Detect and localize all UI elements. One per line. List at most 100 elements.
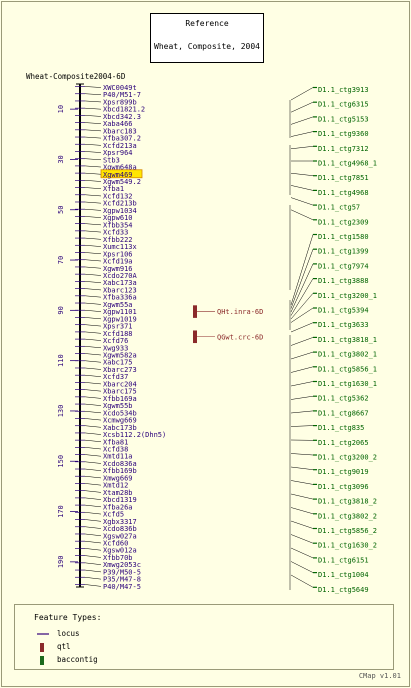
qtl-bar[interactable]: [193, 330, 197, 344]
marker-label[interactable]: Xfbb70b: [103, 554, 133, 562]
contig-label[interactable]: D1.1_ctg1399: [318, 248, 369, 256]
marker-label[interactable]: Xfba336a: [103, 294, 137, 302]
marker-label[interactable]: Xcfd5: [103, 511, 124, 519]
marker-label[interactable]: Xwg933: [103, 344, 128, 352]
marker-label[interactable]: Xfba26a: [103, 503, 133, 511]
qtl-label[interactable]: QHt.inra-6D: [217, 308, 263, 316]
marker-label[interactable]: Xgsw012a: [103, 547, 137, 555]
marker-label[interactable]: Xgpw1034: [103, 207, 137, 215]
marker-label[interactable]: Xumc113x: [103, 243, 137, 251]
reference-box[interactable]: Reference Wheat, Composite, 2004: [150, 13, 264, 63]
contig-label[interactable]: D1.1_ctg5856_2: [318, 527, 377, 535]
marker-label[interactable]: Xbarc273: [103, 366, 137, 374]
contig-label[interactable]: D1.1_ctg3200_2: [318, 454, 377, 462]
marker-label[interactable]: Xgwm582a: [103, 352, 137, 360]
contig-label[interactable]: D1.1_ctg7851: [318, 174, 369, 182]
reference-map-set[interactable]: Wheat, Composite, 2004: [154, 42, 260, 51]
marker-label[interactable]: Xmtd12: [103, 482, 128, 490]
marker-label[interactable]: Xgwm469: [103, 171, 133, 179]
marker-label[interactable]: Xpsr964: [103, 149, 133, 157]
contig-label[interactable]: D1.1_ctg3802_1: [318, 351, 377, 359]
marker-label[interactable]: Xcdo836b: [103, 525, 137, 533]
contig-label[interactable]: D1.1_ctg3818_2: [318, 498, 377, 506]
contig-label[interactable]: D1.1_ctg3818_1: [318, 336, 377, 344]
marker-label[interactable]: Xcsb112.2(Dhn5): [103, 431, 166, 439]
contig-label[interactable]: D1.1_ctg3913: [318, 86, 369, 94]
contig-label[interactable]: D1.1_ctg7312: [318, 145, 369, 153]
marker-label[interactable]: Xgwm916: [103, 265, 133, 273]
marker-label[interactable]: Xfbb354: [103, 221, 133, 229]
marker-label[interactable]: Xgwm55b: [103, 402, 133, 410]
marker-label[interactable]: Xgpw1019: [103, 315, 137, 323]
marker-label[interactable]: Stb3: [103, 156, 120, 164]
marker-label[interactable]: Xgsw027a: [103, 532, 137, 540]
contig-label[interactable]: D1.1_ctg3633: [318, 321, 369, 329]
contig-label[interactable]: D1.1_ctg3802_2: [318, 512, 377, 520]
marker-label[interactable]: Xbarc175: [103, 388, 137, 396]
marker-label[interactable]: Xcdo270A: [103, 272, 138, 280]
contig-label[interactable]: D1.1_ctg5394: [318, 307, 369, 315]
marker-label[interactable]: Xabc175: [103, 359, 133, 367]
contig-label[interactable]: D1.1_ctg1580: [318, 233, 369, 241]
contig-label[interactable]: D1.1_ctg5649: [318, 586, 369, 594]
marker-label[interactable]: Xcmwg669: [103, 417, 137, 425]
marker-label[interactable]: Xfba81: [103, 438, 128, 446]
marker-label[interactable]: Xcfd38: [103, 446, 128, 454]
marker-label[interactable]: Xcfd33: [103, 229, 128, 237]
contig-label[interactable]: D1.1_ctg57: [318, 204, 360, 212]
map-title[interactable]: Wheat-Composite2004-6D: [26, 72, 126, 81]
marker-label[interactable]: Xcfd76: [103, 337, 128, 345]
marker-label[interactable]: Xcfd132: [103, 192, 133, 200]
marker-label[interactable]: Xbcd342.3: [103, 113, 141, 121]
marker-label[interactable]: Xcdo534b: [103, 409, 137, 417]
marker-label[interactable]: Xcfd213a: [103, 142, 137, 150]
marker-label[interactable]: Xtam28b: [103, 489, 133, 497]
marker-label[interactable]: Xabc173b: [103, 424, 137, 432]
marker-label[interactable]: P35/M47-8: [103, 576, 141, 584]
marker-label[interactable]: Xgpw1101: [103, 308, 137, 316]
marker-label[interactable]: Xfba307.2: [103, 135, 141, 143]
marker-label[interactable]: Xfbb222: [103, 236, 133, 244]
marker-label[interactable]: Xgwm549.2: [103, 178, 141, 186]
marker-label[interactable]: Xpsr899b: [103, 98, 137, 106]
marker-label[interactable]: Xfbb169a: [103, 395, 137, 403]
qtl-label[interactable]: QGwt.crc-6D: [217, 333, 263, 341]
marker-label[interactable]: Xcfd188: [103, 330, 133, 338]
contig-label[interactable]: D1.1_ctg1004: [318, 571, 369, 579]
marker-label[interactable]: Xcdo836a: [103, 460, 137, 468]
marker-label[interactable]: Xmwg669: [103, 474, 133, 482]
contig-label[interactable]: D1.1_ctg1630_1: [318, 380, 377, 388]
contig-label[interactable]: D1.1_ctg3888: [318, 277, 369, 285]
contig-label[interactable]: D1.1_ctg3096: [318, 483, 369, 491]
marker-label[interactable]: Xmtd11a: [103, 453, 133, 461]
marker-label[interactable]: P39/M50-5: [103, 568, 141, 576]
marker-label[interactable]: Xgwm55a: [103, 301, 133, 309]
marker-label[interactable]: Xcfd37: [103, 373, 128, 381]
marker-label[interactable]: Xabc173a: [103, 279, 137, 287]
marker-label[interactable]: Xgbx3317: [103, 518, 137, 526]
marker-label[interactable]: Xpsr371: [103, 323, 133, 331]
marker-label[interactable]: Xpsr106: [103, 250, 133, 258]
marker-label[interactable]: Xbarc183: [103, 127, 137, 135]
contig-label[interactable]: D1.1_ctg835: [318, 424, 364, 432]
contig-label[interactable]: D1.1_ctg4968_1: [318, 160, 377, 168]
marker-label[interactable]: Xbcd1319: [103, 496, 137, 504]
contig-label[interactable]: D1.1_ctg6315: [318, 101, 369, 109]
contig-label[interactable]: D1.1_ctg9019: [318, 468, 369, 476]
marker-label[interactable]: Xbarc204: [103, 380, 137, 388]
marker-label[interactable]: Xbarc123: [103, 286, 137, 294]
contig-label[interactable]: D1.1_ctg5153: [318, 115, 369, 123]
marker-label[interactable]: Xcfd19a: [103, 258, 133, 266]
marker-label[interactable]: Xcfd213b: [103, 200, 137, 208]
contig-label[interactable]: D1.1_ctg2065: [318, 439, 369, 447]
contig-label[interactable]: D1.1_ctg5362: [318, 395, 369, 403]
contig-label[interactable]: D1.1_ctg6151: [318, 556, 369, 564]
marker-label[interactable]: P40/M51-7: [103, 91, 141, 99]
marker-label[interactable]: Xgwm648a: [103, 164, 137, 172]
contig-label[interactable]: D1.1_ctg7974: [318, 262, 369, 270]
marker-label[interactable]: Xfbb169b: [103, 467, 137, 475]
contig-label[interactable]: D1.1_ctg9360: [318, 130, 369, 138]
marker-label[interactable]: Xfba1: [103, 185, 124, 193]
contig-label[interactable]: D1.1_ctg3200_1: [318, 292, 377, 300]
marker-label[interactable]: Xgpw610: [103, 214, 133, 222]
